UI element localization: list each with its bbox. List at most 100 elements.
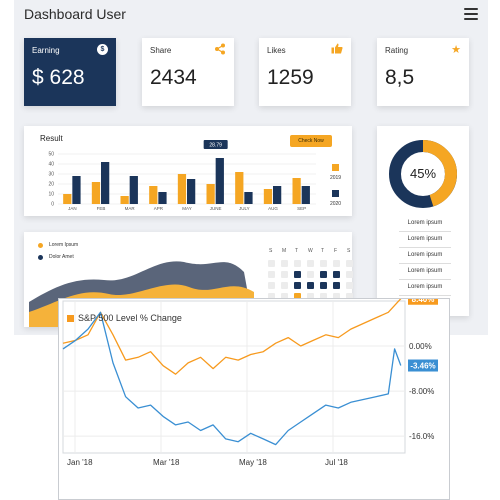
donut-percent: 45% bbox=[410, 166, 436, 181]
calendar-day-cell[interactable] bbox=[294, 260, 301, 267]
calendar-day-cell[interactable] bbox=[294, 282, 301, 289]
y-tick-label: 30 bbox=[48, 172, 54, 178]
share-card: Share 2434 bbox=[142, 38, 234, 106]
calendar-day-cell[interactable] bbox=[346, 271, 353, 278]
calendar-day-cell[interactable] bbox=[294, 271, 301, 278]
calendar-day-cell[interactable] bbox=[307, 260, 314, 267]
bar bbox=[206, 184, 215, 204]
calendar-day-header: S bbox=[347, 248, 351, 254]
share-label: Share bbox=[150, 46, 172, 55]
calendar-day-cell[interactable] bbox=[333, 282, 340, 289]
end-value-label: -3.46% bbox=[410, 362, 435, 371]
donut-legend-list: Lorem ipsum Lorem ipsum Lorem ipsum Lore… bbox=[399, 216, 451, 296]
series-line-orange bbox=[62, 299, 402, 375]
star-icon: ★ bbox=[451, 44, 461, 56]
tooltip-box bbox=[203, 140, 228, 149]
share-icon bbox=[214, 43, 226, 58]
calendar-day-cell[interactable] bbox=[333, 293, 340, 300]
tooltip-value: 28.79 bbox=[209, 143, 222, 149]
calendar-day-cell[interactable] bbox=[307, 282, 314, 289]
sp500-legend: S&P 500 Level % Change bbox=[67, 313, 182, 323]
legend-swatch bbox=[332, 190, 339, 197]
check-now-button[interactable]: Check Now bbox=[290, 135, 332, 147]
x-tick-label: Mar '18 bbox=[153, 458, 180, 467]
list-item: Lorem ipsum bbox=[399, 264, 451, 280]
thumbs-up-icon bbox=[331, 43, 343, 57]
bar bbox=[129, 176, 138, 204]
end-value-badge: 8.40% bbox=[408, 299, 438, 305]
list-item: Lorem ipsum bbox=[399, 232, 451, 248]
bar bbox=[177, 174, 187, 204]
end-value-box bbox=[408, 359, 438, 372]
result-bar-chart: 0 10 20 30 40 50 JAN FEB MAR APR MAY JUNE JULY AUG SEP… bbox=[48, 140, 341, 211]
share-value: 2434 bbox=[150, 66, 197, 89]
calendar-day-cell[interactable] bbox=[307, 293, 314, 300]
bar bbox=[120, 196, 129, 204]
x-tick-label: May '18 bbox=[239, 458, 267, 467]
calendar-day-cell[interactable] bbox=[320, 271, 327, 278]
calendar-day-header: F bbox=[334, 248, 338, 254]
bar bbox=[292, 178, 301, 204]
calendar-day-cell[interactable] bbox=[268, 260, 275, 267]
calendar-day-cell[interactable] bbox=[333, 271, 340, 278]
dollar-icon: $ bbox=[97, 44, 108, 55]
area-legend-label: Dolor Amet bbox=[49, 254, 74, 260]
plot-area bbox=[62, 300, 406, 454]
bar bbox=[149, 186, 158, 204]
calendar-day-cell[interactable] bbox=[268, 293, 275, 300]
bar bbox=[63, 194, 72, 204]
calendar-day-cell[interactable] bbox=[281, 260, 288, 267]
likes-label: Likes bbox=[267, 46, 286, 55]
calendar-day-cell[interactable] bbox=[333, 260, 340, 267]
calendar-day-cell[interactable] bbox=[281, 271, 288, 278]
x-tick-label: JAN bbox=[68, 206, 77, 211]
calendar-day-cell[interactable] bbox=[268, 271, 275, 278]
x-tick-label: SEP bbox=[297, 206, 306, 211]
calendar-day-cell[interactable] bbox=[281, 282, 288, 289]
bar bbox=[263, 189, 273, 204]
y-tick-label: 50 bbox=[48, 152, 54, 158]
bar bbox=[301, 186, 310, 204]
x-tick-label: APR bbox=[154, 206, 164, 211]
legend-dot bbox=[38, 242, 43, 248]
bar bbox=[187, 179, 196, 204]
calendar-day-cell[interactable] bbox=[346, 260, 353, 267]
y-tick-label: 10 bbox=[48, 192, 54, 198]
likes-card: Likes 1259 bbox=[259, 38, 351, 106]
donut-card: 45% Lorem ipsum Lorem ipsum Lorem ipsum … bbox=[377, 126, 469, 316]
y-tick-label: -8.00% bbox=[409, 387, 434, 396]
x-tick-label: MAR bbox=[125, 206, 136, 211]
area-legend-2: Dolor Amet bbox=[38, 254, 74, 260]
bar bbox=[158, 192, 167, 204]
calendar-day-cell[interactable] bbox=[307, 271, 314, 278]
sp500-legend-label: S&P 500 Level % Change bbox=[78, 313, 182, 323]
bar bbox=[91, 182, 101, 204]
calendar-day-cell[interactable] bbox=[320, 260, 327, 267]
calendar-day-cell[interactable] bbox=[268, 282, 275, 289]
calendar-day-cell[interactable] bbox=[294, 293, 301, 300]
result-card: Result Check Now 0 10 20 30 40 50 JAN FEB MAR APR… bbox=[24, 126, 352, 216]
x-tick-label: JUNE bbox=[210, 206, 222, 211]
calendar-day-header: S bbox=[269, 248, 273, 254]
earning-card: Earning $ $ 628 bbox=[24, 38, 116, 106]
bar-tooltip: 28.79 bbox=[203, 140, 228, 149]
sp500-line-chart: Jan '18 Mar '18 May '18 Jul '18 0.00% -8.00% -… bbox=[62, 299, 438, 467]
rating-card: Rating ★ 8,5 bbox=[377, 38, 469, 106]
bar bbox=[215, 158, 224, 204]
area-legend-1: Lorem Ipsum bbox=[38, 242, 78, 248]
x-tick-label: AUG bbox=[268, 206, 278, 211]
y-tick-label: 40 bbox=[48, 162, 54, 168]
legend-label: 2019 bbox=[330, 175, 341, 181]
bar bbox=[273, 186, 282, 204]
hamburger-menu-icon[interactable] bbox=[464, 8, 478, 20]
rating-value: 8,5 bbox=[385, 66, 415, 89]
calendar-day-cell[interactable] bbox=[346, 293, 353, 300]
calendar-day-header: T bbox=[321, 248, 325, 254]
calendar-day-cell[interactable] bbox=[320, 282, 327, 289]
series-line-blue bbox=[62, 311, 402, 446]
y-tick-label: -16.0% bbox=[409, 432, 434, 441]
calendar-day-cell[interactable] bbox=[346, 282, 353, 289]
calendar-day-cell[interactable] bbox=[281, 293, 288, 300]
calendar-day-cell[interactable] bbox=[320, 293, 327, 300]
end-value-badge: -3.46% bbox=[408, 359, 438, 372]
